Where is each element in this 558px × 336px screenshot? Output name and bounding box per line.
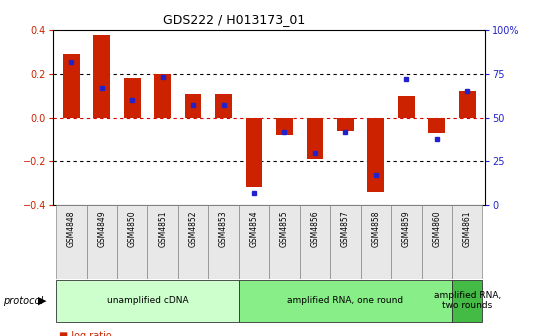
Bar [154, 74, 171, 118]
Text: GSM4854: GSM4854 [249, 211, 258, 248]
Bar [330, 205, 360, 279]
Text: GSM4856: GSM4856 [310, 211, 319, 248]
Bar [270, 205, 300, 279]
Text: ■ log ratio: ■ log ratio [59, 331, 112, 336]
Text: GSM4852: GSM4852 [189, 211, 198, 247]
Text: ▶: ▶ [38, 296, 46, 306]
Text: GSM4849: GSM4849 [97, 211, 106, 248]
Text: GSM4851: GSM4851 [158, 211, 167, 247]
Bar [185, 94, 201, 118]
Bar [391, 205, 421, 279]
Text: GSM4855: GSM4855 [280, 211, 289, 248]
Bar [337, 118, 354, 131]
Text: GDS222 / H013173_01: GDS222 / H013173_01 [163, 13, 305, 27]
Bar [246, 118, 262, 187]
Bar [368, 118, 384, 192]
Text: GSM4850: GSM4850 [128, 211, 137, 248]
Bar [56, 205, 86, 279]
Bar [276, 118, 293, 135]
Bar [459, 91, 475, 118]
Text: amplified RNA,
two rounds: amplified RNA, two rounds [434, 291, 501, 310]
Text: GSM4861: GSM4861 [463, 211, 472, 247]
Bar [306, 118, 323, 159]
Bar [178, 205, 208, 279]
Bar [300, 205, 330, 279]
Bar [421, 205, 452, 279]
Bar [86, 205, 117, 279]
Text: GSM4859: GSM4859 [402, 211, 411, 248]
Text: GSM4853: GSM4853 [219, 211, 228, 248]
Text: GSM4858: GSM4858 [371, 211, 381, 247]
Bar [452, 280, 483, 322]
Bar [63, 54, 80, 118]
Text: protocol: protocol [3, 296, 43, 306]
Text: amplified RNA, one round: amplified RNA, one round [287, 296, 403, 305]
Bar [93, 35, 110, 118]
Text: GSM4860: GSM4860 [432, 211, 441, 248]
Bar [452, 205, 483, 279]
Bar [398, 96, 415, 118]
Bar [124, 78, 141, 118]
Bar [215, 94, 232, 118]
Bar [429, 118, 445, 133]
Text: GSM4857: GSM4857 [341, 211, 350, 248]
Bar [117, 205, 147, 279]
Bar [208, 205, 239, 279]
Bar [239, 280, 452, 322]
Text: unamplified cDNA: unamplified cDNA [107, 296, 188, 305]
Text: GSM4848: GSM4848 [67, 211, 76, 247]
Bar [56, 280, 239, 322]
Bar [360, 205, 391, 279]
Bar [147, 205, 178, 279]
Bar [239, 205, 270, 279]
